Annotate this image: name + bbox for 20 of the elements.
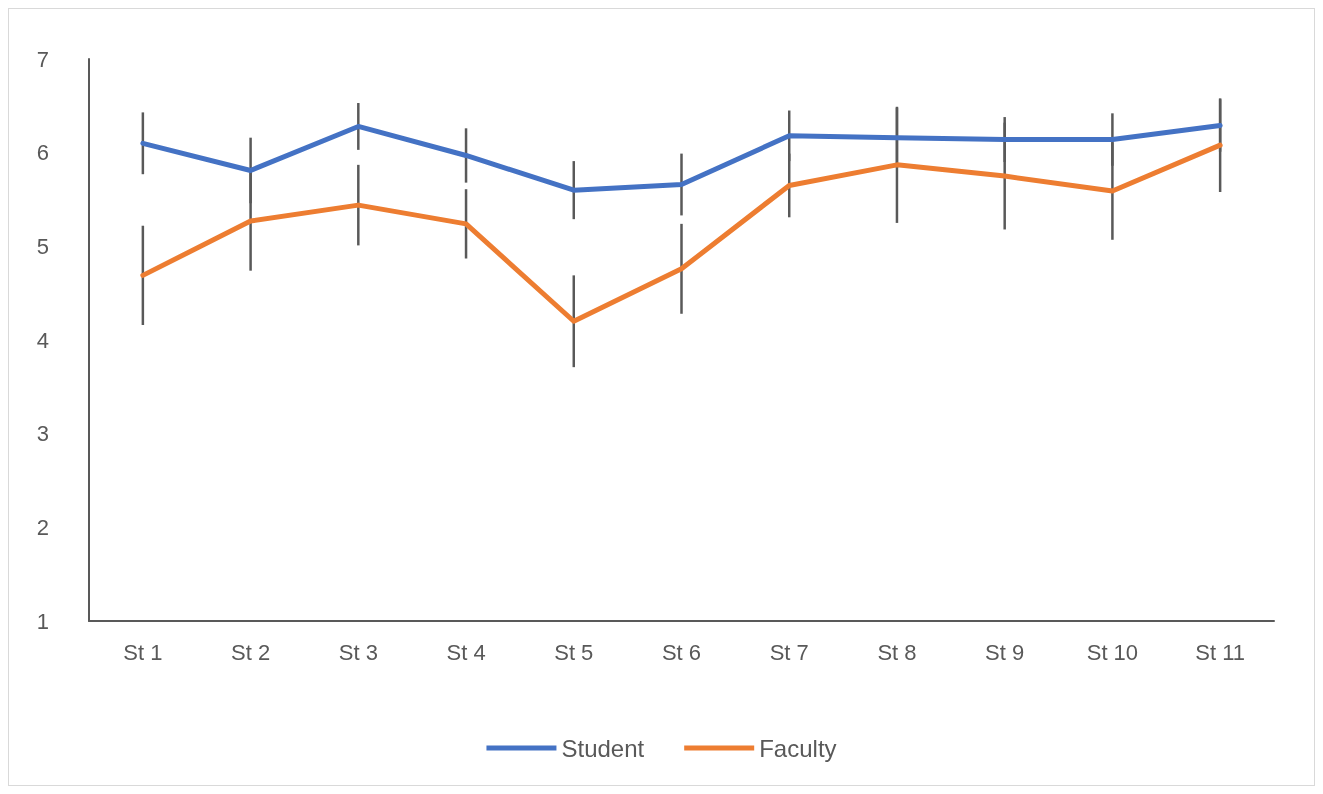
- legend-label: Faculty: [759, 734, 837, 762]
- x-tick-label: St 4: [446, 639, 486, 665]
- x-tick-label: St 1: [123, 639, 163, 665]
- x-tick-label: St 3: [338, 639, 378, 665]
- x-tick-label: St 7: [769, 639, 809, 665]
- y-tick-label: 5: [36, 233, 49, 259]
- y-tick-label: 1: [36, 608, 49, 634]
- y-tick-label: 4: [36, 327, 49, 353]
- y-tick-label: 7: [36, 46, 49, 72]
- y-tick-label: 3: [36, 421, 49, 447]
- x-tick-label: St 6: [661, 639, 702, 665]
- y-tick-label: 6: [36, 140, 49, 166]
- y-tick-label: 2: [36, 514, 49, 540]
- x-tick-label: St 8: [877, 639, 917, 665]
- x-tick-label: St 2: [231, 639, 271, 665]
- x-tick-label: St 11: [1195, 639, 1246, 665]
- x-tick-label: St 9: [985, 639, 1025, 665]
- x-tick-label: St 10: [1086, 639, 1139, 665]
- legend-label: Student: [561, 734, 645, 762]
- x-tick-label: St 5: [554, 639, 594, 665]
